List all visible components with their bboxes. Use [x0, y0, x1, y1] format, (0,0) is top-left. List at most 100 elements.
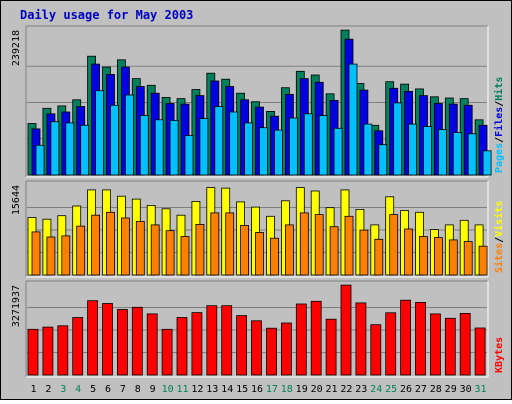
- bar-kbytes-day-18: [280, 322, 292, 376]
- legend-entry: Hits: [493, 77, 505, 101]
- bar-pages-day-20: [318, 115, 328, 176]
- bar-sites-day-16: [255, 231, 264, 276]
- bar-sites-day-23: [359, 229, 369, 276]
- x-tick-label-day-20: 20: [311, 384, 323, 395]
- bar-sites-day-6: [106, 211, 115, 276]
- bar-sites-day-21: [329, 226, 339, 276]
- bar-pages-day-22: [348, 63, 358, 176]
- bar-kbytes-day-16: [251, 320, 262, 376]
- legend-entry: Files: [493, 107, 505, 137]
- x-tick-label-day-18: 18: [281, 384, 293, 395]
- bar-sites-day-8: [135, 221, 145, 276]
- bar-pages-day-8: [139, 115, 149, 176]
- bar-kbytes-day-11: [176, 317, 188, 376]
- bar-kbytes-day-15: [236, 315, 248, 376]
- legend-kbytes: KBytes: [494, 337, 505, 373]
- x-tick-label-day-26: 26: [400, 384, 412, 395]
- x-tick-label-day-12: 12: [191, 384, 203, 395]
- x-tick-label-day-25: 25: [385, 384, 397, 395]
- bar-kbytes-day-30: [459, 312, 471, 376]
- bar-sites-day-27: [419, 236, 428, 276]
- panel-kbytes: 3271937 KBytes: [11, 280, 505, 378]
- bar-sites-day-17: [270, 237, 279, 276]
- bar-sites-day-4: [76, 225, 86, 276]
- legend-entry: KBytes: [494, 337, 505, 373]
- x-tick-label-day-8: 8: [135, 384, 141, 395]
- legend-entry: /: [494, 101, 505, 107]
- x-tick-label-day-28: 28: [430, 384, 442, 395]
- x-tick-label-day-13: 13: [206, 384, 218, 395]
- bar-pages-day-28: [437, 129, 447, 176]
- bar-pages-day-15: [244, 122, 254, 176]
- bar-pages-day-6: [110, 104, 119, 176]
- bar-kbytes-day-4: [72, 317, 84, 376]
- bar-pages-day-19: [303, 113, 313, 176]
- bar-kbytes-day-17: [266, 327, 277, 376]
- bar-kbytes-day-3: [57, 325, 69, 376]
- bar-pages-day-24: [378, 144, 388, 176]
- legend-visits-sites: Sites/Visits: [493, 201, 505, 273]
- bar-kbytes-day-7: [117, 309, 128, 376]
- bar-pages-day-4: [80, 124, 90, 176]
- bar-sites-day-9: [150, 224, 160, 276]
- bar-sites-day-31: [478, 245, 488, 276]
- x-tick-label-day-5: 5: [90, 384, 96, 395]
- x-tick-label-day-9: 9: [150, 384, 156, 395]
- y-max-label: 3271937: [11, 285, 22, 327]
- bar-sites-day-3: [61, 235, 71, 276]
- x-tick-label-day-7: 7: [120, 384, 126, 395]
- x-tick-label-day-19: 19: [296, 384, 308, 395]
- bar-sites-day-1: [31, 231, 41, 276]
- bar-sites-day-5: [91, 214, 100, 276]
- bar-kbytes-day-2: [42, 326, 54, 376]
- bar-sites-day-29: [448, 239, 458, 276]
- bar-sites-day-2: [46, 236, 56, 276]
- bar-pages-day-1: [35, 144, 45, 176]
- x-tick-label-day-11: 11: [176, 384, 188, 395]
- x-tick-label-day-17: 17: [266, 384, 278, 395]
- x-tick-label-day-30: 30: [460, 384, 472, 395]
- x-tick-label-day-29: 29: [445, 384, 457, 395]
- bar-sites-day-11: [180, 236, 190, 276]
- bar-pages-day-17: [274, 129, 283, 176]
- bar-pages-day-14: [229, 111, 239, 176]
- panel-visits-sites: 15644 Sites/Visits: [11, 180, 505, 278]
- bar-sites-day-28: [433, 237, 443, 276]
- chart-title: Daily usage for May 2003: [20, 8, 193, 22]
- bar-kbytes-day-31: [474, 327, 486, 376]
- bar-sites-day-18: [284, 224, 294, 276]
- bar-sites-day-20: [314, 214, 324, 276]
- bar-kbytes-day-25: [385, 312, 397, 376]
- legend-hits-files-pages: Pages/Files/Hits: [493, 77, 505, 173]
- bar-kbytes-day-24: [370, 324, 382, 376]
- x-tick-label-day-16: 16: [251, 384, 263, 395]
- x-tick-label-day-22: 22: [340, 384, 352, 395]
- bar-kbytes-day-27: [415, 301, 426, 376]
- legend-entry: /: [494, 237, 505, 243]
- x-tick-label-day-10: 10: [162, 384, 174, 395]
- bar-pages-day-23: [363, 123, 373, 176]
- bar-kbytes-day-14: [221, 305, 233, 376]
- x-tick-label-day-24: 24: [370, 384, 382, 395]
- bar-kbytes-day-6: [102, 303, 113, 376]
- bar-pages-day-2: [50, 121, 60, 176]
- bar-pages-day-12: [199, 118, 209, 176]
- bar-sites-day-10: [165, 230, 175, 276]
- bar-sites-day-22: [344, 215, 354, 276]
- bar-pages-day-30: [467, 133, 477, 176]
- bar-kbytes-day-20: [310, 300, 322, 376]
- bar-kbytes-day-9: [146, 313, 158, 376]
- x-tick-label-day-31: 31: [474, 384, 486, 395]
- bar-sites-day-30: [463, 241, 473, 276]
- bar-pages-day-18: [288, 117, 298, 176]
- bar-pages-day-7: [125, 94, 134, 176]
- bar-pages-day-11: [184, 135, 194, 176]
- x-tick-label-day-3: 3: [60, 384, 66, 395]
- x-tick-label-day-14: 14: [221, 384, 233, 395]
- bar-kbytes-day-28: [429, 313, 441, 376]
- bar-kbytes-day-8: [131, 306, 143, 376]
- legend-entry: Pages: [494, 143, 505, 173]
- panels-group: 239218Pages/Files/Hits15644Sites/Visits3…: [11, 25, 505, 378]
